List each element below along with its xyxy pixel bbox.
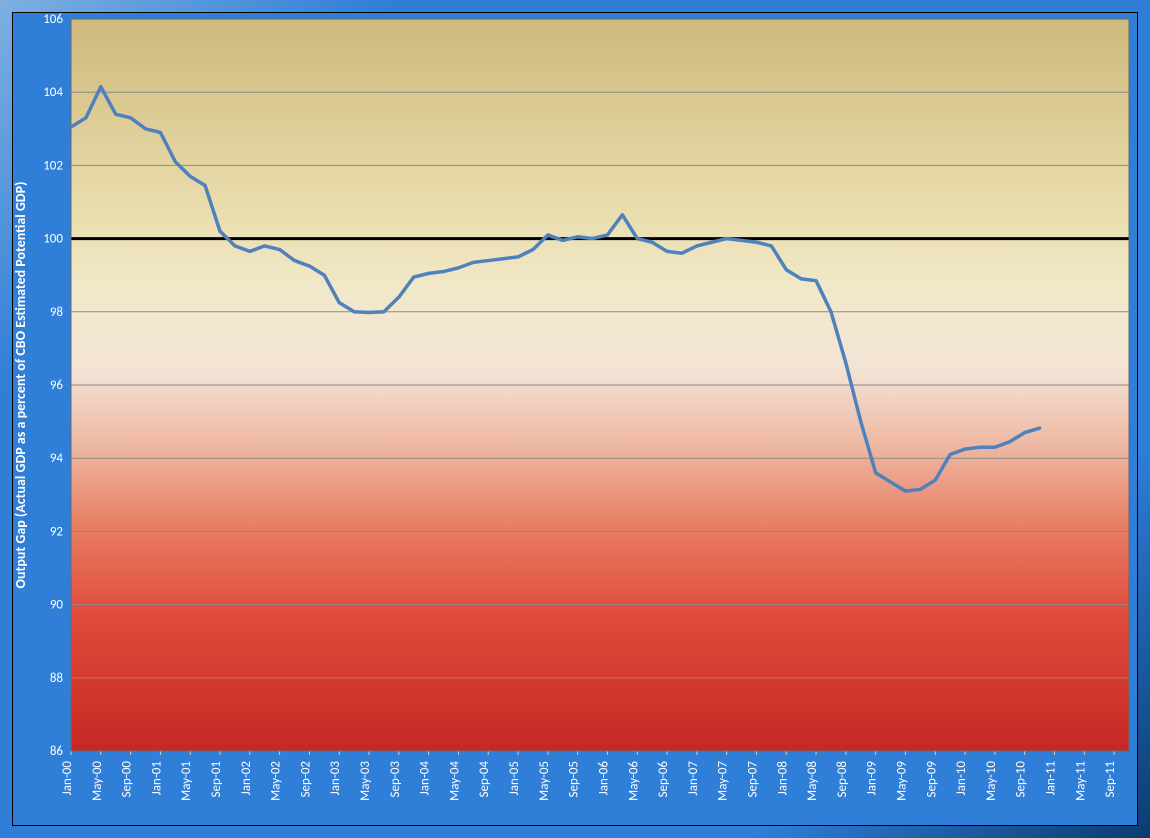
x-tick-label: Sep-07 <box>745 761 760 798</box>
x-tick-label: Sep-00 <box>120 761 135 798</box>
x-tick-label: Jan-10 <box>954 761 969 796</box>
x-tick-label: Jan-00 <box>60 761 75 796</box>
x-tick-label: May-09 <box>894 761 909 801</box>
x-tick-label: Jan-07 <box>686 761 701 796</box>
y-tick-label: 98 <box>50 305 64 320</box>
x-tick-label: Sep-06 <box>656 761 671 798</box>
y-tick-label: 106 <box>43 13 63 27</box>
x-tick-label: Sep-10 <box>1014 761 1029 798</box>
chart-outer-frame: 86 88 90 92 94 96 98 100 102 104 106 Jan-00 May-00 Se… <box>0 0 1150 838</box>
x-tick-label: Jan-11 <box>1043 761 1058 795</box>
x-tick-label: Jan-01 <box>149 761 164 795</box>
x-tick-label: Sep-08 <box>835 761 850 798</box>
y-tick-label: 92 <box>50 524 64 539</box>
chart-inner-panel: 86 88 90 92 94 96 98 100 102 104 106 Jan-00 May-00 Se… <box>12 12 1138 826</box>
x-tick-label: Sep-05 <box>567 761 582 797</box>
output-gap-line-chart: 86 88 90 92 94 96 98 100 102 104 106 Jan-00 May-00 Se… <box>13 13 1137 825</box>
x-tick-label: May-07 <box>716 761 731 801</box>
x-tick-label: Sep-09 <box>924 761 939 798</box>
x-tick-label: May-03 <box>358 761 373 801</box>
y-axis-title: Output Gap (Actual GDP as a percent of C… <box>13 182 29 589</box>
x-tick-label: Jan-04 <box>418 761 433 796</box>
x-tick-label: May-08 <box>805 761 820 801</box>
x-tick-label: Sep-01 <box>209 761 224 797</box>
x-tick-label: May-04 <box>447 761 462 801</box>
x-tick-label: Jan-02 <box>239 761 254 796</box>
x-tick-label: Sep-03 <box>388 761 403 798</box>
x-tick-label: May-11 <box>1073 761 1088 801</box>
x-tick-label: May-00 <box>90 761 105 801</box>
y-tick-label: 86 <box>50 744 64 759</box>
x-tick-label: May-05 <box>537 761 552 801</box>
y-tick-label: 96 <box>50 378 64 393</box>
y-tick-label: 104 <box>43 85 63 100</box>
x-tick-label: Sep-02 <box>298 761 313 798</box>
x-tick-label: Sep-04 <box>477 761 492 798</box>
x-tick-label: Jan-09 <box>865 761 880 796</box>
x-tick-label: Jan-05 <box>507 761 522 795</box>
x-tick-label: Jan-06 <box>596 761 611 796</box>
x-tick-label: May-06 <box>626 761 641 801</box>
y-tick-label: 100 <box>43 232 63 247</box>
y-tick-label: 88 <box>50 671 64 686</box>
x-tick-label: May-01 <box>179 761 194 801</box>
x-tick-label: Jan-03 <box>328 761 343 796</box>
y-tick-label: 90 <box>50 598 64 613</box>
x-tick-label: Jan-08 <box>775 761 790 796</box>
x-tick-label: Sep-11 <box>1103 761 1118 797</box>
x-tick-label: May-10 <box>984 761 999 801</box>
y-tick-label: 94 <box>50 451 64 466</box>
y-tick-label: 102 <box>43 158 63 173</box>
x-tick-label: May-02 <box>269 761 284 801</box>
